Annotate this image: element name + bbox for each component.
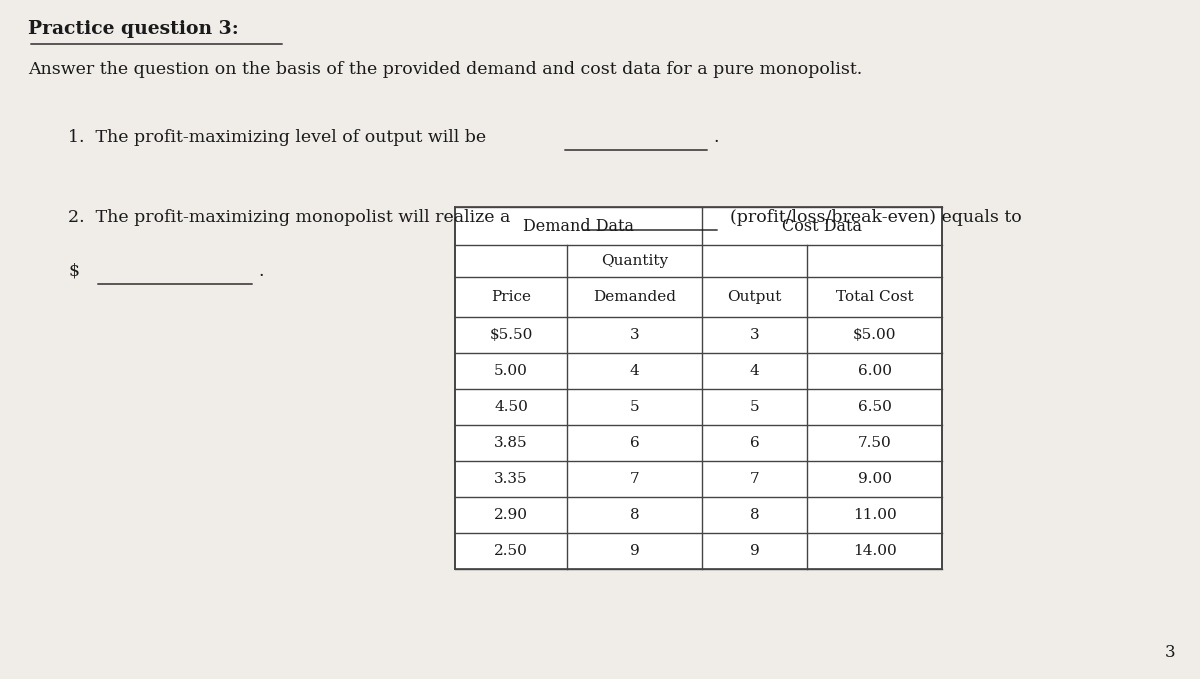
Text: 8: 8 bbox=[750, 508, 760, 522]
Text: 3: 3 bbox=[630, 328, 640, 342]
Text: 7.50: 7.50 bbox=[858, 436, 892, 450]
Text: 4.50: 4.50 bbox=[494, 400, 528, 414]
Text: Total Cost: Total Cost bbox=[835, 290, 913, 304]
Text: 3.35: 3.35 bbox=[494, 472, 528, 486]
Text: 4: 4 bbox=[750, 364, 760, 378]
Text: 6.00: 6.00 bbox=[858, 364, 892, 378]
Text: 2.90: 2.90 bbox=[494, 508, 528, 522]
Text: 3: 3 bbox=[1164, 644, 1175, 661]
Bar bbox=[455, 207, 942, 569]
Text: 9: 9 bbox=[630, 544, 640, 558]
Text: (profit/loss/break-even) equals to: (profit/loss/break-even) equals to bbox=[730, 209, 1021, 226]
Text: 6: 6 bbox=[750, 436, 760, 450]
Text: Cost Data: Cost Data bbox=[782, 217, 862, 234]
Text: 5: 5 bbox=[630, 400, 640, 414]
Text: $5.50: $5.50 bbox=[490, 328, 533, 342]
Text: 4: 4 bbox=[630, 364, 640, 378]
Text: Output: Output bbox=[727, 290, 781, 304]
Text: 8: 8 bbox=[630, 508, 640, 522]
Text: 14.00: 14.00 bbox=[853, 544, 896, 558]
Text: 2.  The profit-maximizing monopolist will realize a: 2. The profit-maximizing monopolist will… bbox=[68, 209, 510, 226]
Text: 3.85: 3.85 bbox=[494, 436, 528, 450]
Text: 9: 9 bbox=[750, 544, 760, 558]
Text: 5.00: 5.00 bbox=[494, 364, 528, 378]
Text: 7: 7 bbox=[630, 472, 640, 486]
Text: Price: Price bbox=[491, 290, 530, 304]
Text: .: . bbox=[713, 129, 719, 146]
Text: 2.50: 2.50 bbox=[494, 544, 528, 558]
Text: .: . bbox=[258, 263, 264, 280]
Text: Answer the question on the basis of the provided demand and cost data for a pure: Answer the question on the basis of the … bbox=[28, 61, 863, 78]
Text: Quantity: Quantity bbox=[601, 254, 668, 268]
Text: 3: 3 bbox=[750, 328, 760, 342]
Text: 7: 7 bbox=[750, 472, 760, 486]
Text: 9.00: 9.00 bbox=[858, 472, 892, 486]
Text: Demand Data: Demand Data bbox=[523, 217, 634, 234]
Text: 6: 6 bbox=[630, 436, 640, 450]
Text: 1.  The profit-maximizing level of output will be: 1. The profit-maximizing level of output… bbox=[68, 129, 486, 146]
Text: $: $ bbox=[68, 263, 79, 280]
Text: Practice question 3:: Practice question 3: bbox=[28, 20, 239, 38]
Text: $5.00: $5.00 bbox=[853, 328, 896, 342]
Text: Demanded: Demanded bbox=[593, 290, 676, 304]
Text: 5: 5 bbox=[750, 400, 760, 414]
Text: 11.00: 11.00 bbox=[853, 508, 896, 522]
Text: 6.50: 6.50 bbox=[858, 400, 892, 414]
